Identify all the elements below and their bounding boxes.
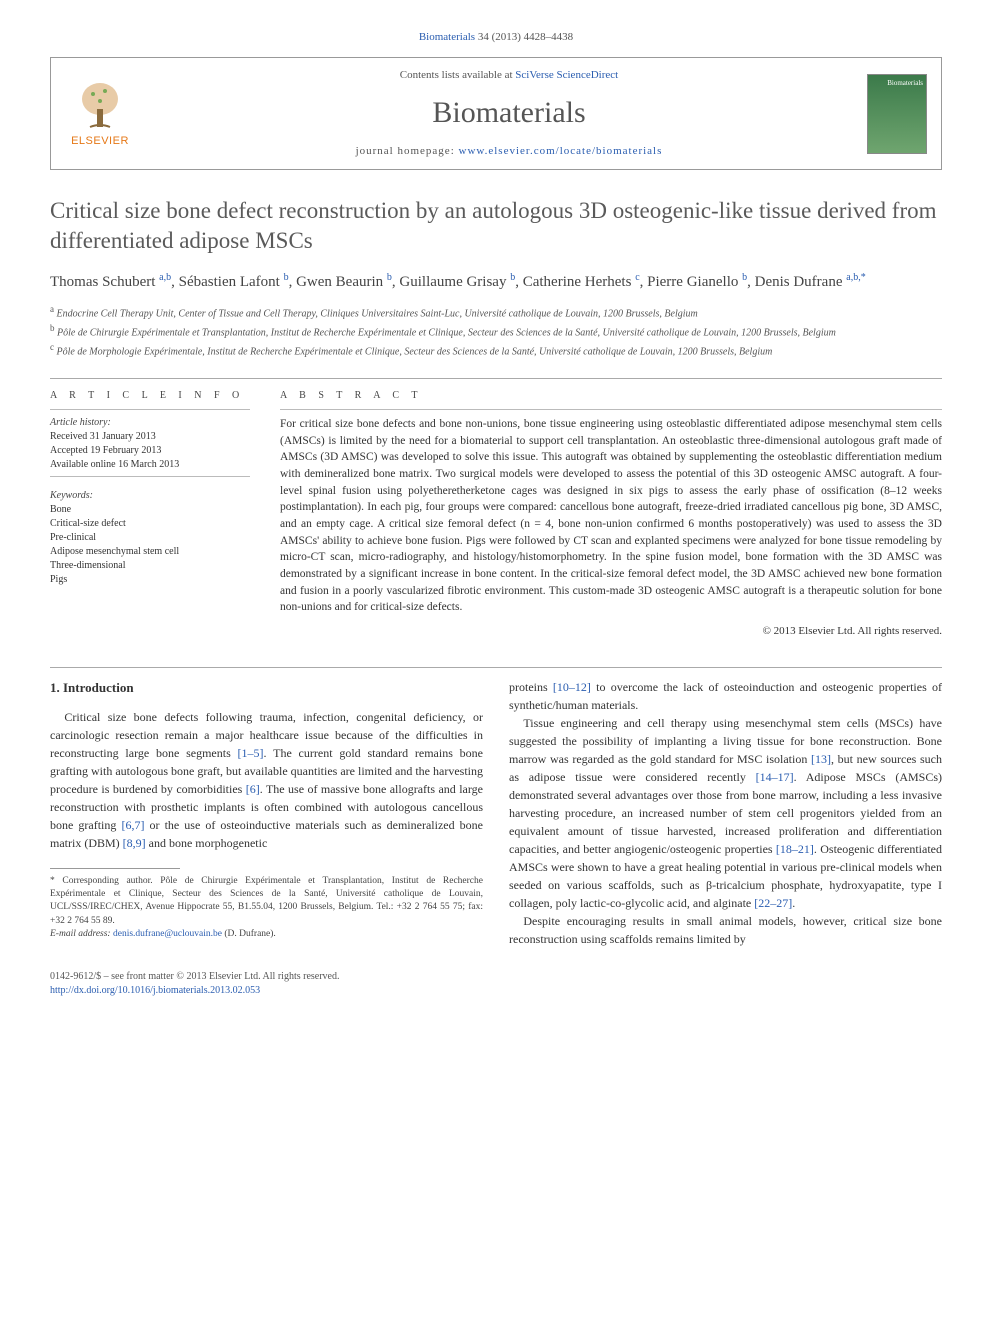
keyword: Three-dimensional (50, 559, 250, 573)
ref-link[interactable]: [8,9] (123, 836, 146, 850)
keyword: Bone (50, 503, 250, 517)
email-line: E-mail address: denis.dufrane@uclouvain.… (50, 928, 483, 941)
abstract-copyright: © 2013 Elsevier Ltd. All rights reserved… (280, 624, 942, 639)
article-title: Critical size bone defect reconstruction… (50, 196, 942, 256)
contents-prefix: Contents lists available at (400, 69, 515, 81)
citation-journal-link[interactable]: Biomaterials (419, 31, 475, 43)
body-columns: 1. Introduction Critical size bone defec… (50, 678, 942, 948)
corr-email-link[interactable]: denis.dufrane@uclouvain.be (113, 929, 222, 939)
journal-name: Biomaterials (151, 92, 867, 134)
ref-link[interactable]: [10–12] (553, 680, 591, 694)
doi-link[interactable]: http://dx.doi.org/10.1016/j.biomaterials… (50, 984, 339, 998)
intro-paragraph-3: Tissue engineering and cell therapy usin… (509, 714, 942, 912)
affiliation-c: c Pôle de Morphologie Expérimentale, Ins… (50, 341, 942, 360)
history-label: Article history: (50, 416, 250, 430)
header-center: Contents lists available at SciVerse Sci… (151, 68, 867, 159)
affiliation-a: a Endocrine Cell Therapy Unit, Center of… (50, 303, 942, 322)
received-date: Received 31 January 2013 (50, 430, 250, 444)
abstract-heading: A B S T R A C T (280, 389, 942, 403)
contents-line: Contents lists available at SciVerse Sci… (151, 68, 867, 83)
elsevier-logo[interactable]: ELSEVIER (65, 74, 135, 154)
journal-header-box: ELSEVIER Contents lists available at Sci… (50, 57, 942, 170)
footer-left: 0142-9612/$ – see front matter © 2013 El… (50, 970, 339, 998)
article-info-column: A R T I C L E I N F O Article history: R… (50, 389, 250, 639)
intro-paragraph-2: proteins [10–12] to overcome the lack of… (509, 678, 942, 714)
divider (50, 378, 942, 379)
divider (50, 667, 942, 668)
keyword: Pre-clinical (50, 531, 250, 545)
info-abstract-row: A R T I C L E I N F O Article history: R… (50, 389, 942, 639)
keywords-label: Keywords: (50, 489, 250, 503)
footnote-separator (50, 868, 180, 869)
right-column: proteins [10–12] to overcome the lack of… (509, 678, 942, 948)
affiliation-b: b Pôle de Chirurgie Expérimentale et Tra… (50, 322, 942, 341)
left-column: 1. Introduction Critical size bone defec… (50, 678, 483, 948)
online-date: Available online 16 March 2013 (50, 458, 250, 472)
keyword: Critical-size defect (50, 517, 250, 531)
elsevier-label: ELSEVIER (71, 134, 129, 149)
citation-vol: 34 (2013) 4428–4438 (475, 31, 573, 43)
page-footer: 0142-9612/$ – see front matter © 2013 El… (50, 970, 942, 998)
corr-text: * Corresponding author. Pôle de Chirurgi… (50, 875, 483, 928)
citation-line: Biomaterials 34 (2013) 4428–4438 (50, 30, 942, 45)
elsevier-tree-icon (75, 79, 125, 134)
homepage-line: journal homepage: www.elsevier.com/locat… (151, 144, 867, 159)
corresponding-footnote: * Corresponding author. Pôle de Chirurgi… (50, 875, 483, 941)
article-info-heading: A R T I C L E I N F O (50, 389, 250, 403)
homepage-prefix: journal homepage: (356, 145, 459, 157)
ref-link[interactable]: [6,7] (121, 818, 144, 832)
ref-link[interactable]: [6] (246, 782, 260, 796)
keyword: Pigs (50, 573, 250, 587)
front-matter-line: 0142-9612/$ – see front matter © 2013 El… (50, 970, 339, 984)
affiliations: a Endocrine Cell Therapy Unit, Center of… (50, 303, 942, 359)
divider (280, 409, 942, 410)
ref-link[interactable]: [13] (811, 752, 831, 766)
homepage-link[interactable]: www.elsevier.com/locate/biomaterials (459, 145, 663, 157)
accepted-date: Accepted 19 February 2013 (50, 444, 250, 458)
divider (50, 409, 250, 410)
cover-label: Biomaterials (887, 79, 923, 89)
ref-link[interactable]: [22–27] (754, 896, 792, 910)
sciencedirect-link[interactable]: SciVerse ScienceDirect (515, 69, 618, 81)
abstract-text: For critical size bone defects and bone … (280, 416, 942, 616)
keyword: Adipose mesenchymal stem cell (50, 545, 250, 559)
intro-heading: 1. Introduction (50, 678, 483, 698)
intro-paragraph-4: Despite encouraging results in small ani… (509, 912, 942, 948)
ref-link[interactable]: [18–21] (776, 842, 814, 856)
abstract-column: A B S T R A C T For critical size bone d… (280, 389, 942, 639)
author-list: Thomas Schubert a,b, Sébastien Lafont b,… (50, 270, 942, 294)
ref-link[interactable]: [1–5] (238, 746, 264, 760)
ref-link[interactable]: [14–17] (756, 770, 794, 784)
intro-paragraph-1: Critical size bone defects following tra… (50, 708, 483, 852)
divider (50, 476, 250, 477)
journal-cover-thumb[interactable]: Biomaterials (867, 74, 927, 154)
